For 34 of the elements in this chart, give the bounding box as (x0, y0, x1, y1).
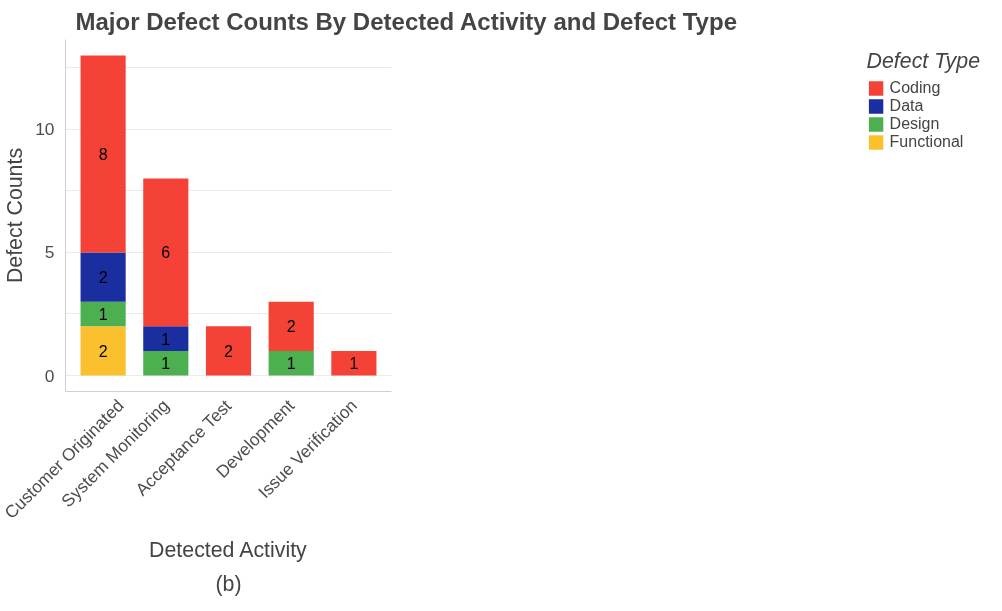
bar (143, 178, 189, 327)
bar (331, 350, 377, 376)
bar (80, 301, 126, 327)
y-tick-label: 10 (35, 119, 55, 140)
legend-label: Data (889, 97, 924, 115)
data-label: 8 (98, 145, 108, 163)
x-axis-title: Detected Activity (149, 537, 308, 562)
data-label: 1 (349, 355, 359, 373)
text: (b) (215, 571, 242, 596)
bar (143, 326, 189, 351)
data-label: 1 (286, 355, 296, 373)
bar (80, 252, 126, 302)
bar (205, 326, 252, 376)
legend-label: Functional (889, 133, 964, 151)
data-label: 6 (161, 244, 171, 262)
bar (143, 350, 189, 376)
data-label: 1 (161, 330, 171, 348)
legend-label: Coding (889, 79, 941, 97)
data-label: 2 (286, 318, 296, 336)
y-tick-label: 0 (44, 365, 55, 386)
bar (80, 326, 126, 376)
y-axis-title: Defect Counts (3, 147, 28, 284)
data-label: 2 (224, 342, 234, 360)
data-label: 1 (98, 305, 108, 323)
bar (268, 350, 314, 376)
data-label: 1 (161, 355, 171, 373)
bar (80, 55, 126, 253)
bar (268, 301, 314, 351)
data-label: 2 (98, 342, 108, 360)
y-tick-label: 5 (44, 242, 55, 263)
data-label: 2 (98, 269, 108, 287)
chart-title: Major Defect Counts By Detected Activity and Defect Type (75, 7, 737, 35)
legend-label: Design (889, 115, 940, 133)
legend-title: Defect Type (866, 49, 980, 74)
